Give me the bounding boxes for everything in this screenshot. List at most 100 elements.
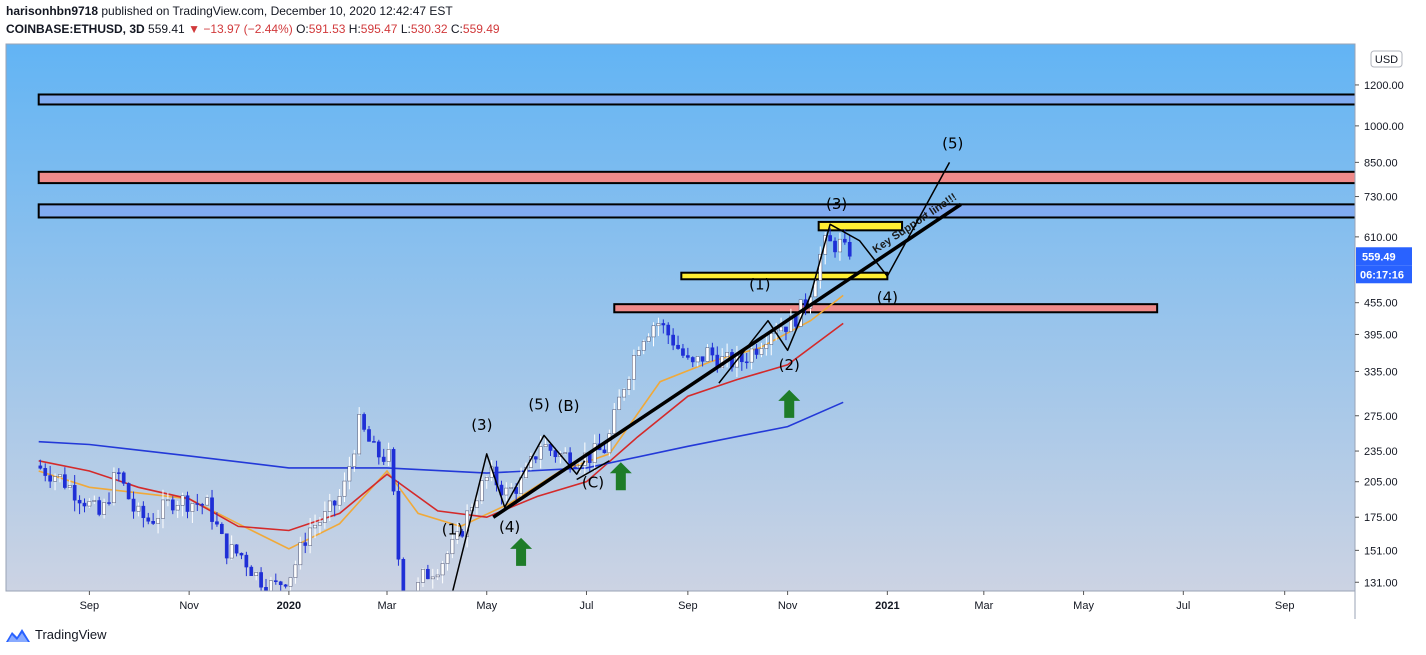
candle[interactable] — [175, 500, 180, 518]
candle[interactable] — [548, 442, 553, 457]
time-axis[interactable] — [6, 591, 1355, 619]
candle[interactable] — [180, 492, 185, 517]
candle[interactable] — [622, 388, 626, 401]
horizontal-zone-0[interactable] — [37, 93, 1357, 106]
candle[interactable] — [725, 343, 729, 368]
price-axis[interactable] — [1355, 44, 1425, 591]
wave-path-0[interactable] — [449, 434, 586, 605]
candle[interactable] — [690, 356, 695, 368]
candle[interactable] — [695, 355, 700, 367]
candle[interactable] — [617, 389, 622, 410]
horizontal-zone-3[interactable] — [613, 303, 1159, 314]
candle[interactable] — [298, 536, 303, 570]
candle[interactable] — [72, 475, 77, 512]
candle[interactable] — [107, 492, 111, 506]
candle[interactable] — [239, 552, 244, 560]
candle[interactable] — [116, 468, 121, 482]
tradingview-logo-icon[interactable] — [6, 628, 30, 642]
horizontal-zone-2[interactable] — [37, 203, 1357, 219]
candle[interactable] — [838, 232, 842, 261]
candle[interactable] — [264, 578, 268, 598]
candle[interactable] — [332, 500, 337, 517]
candle[interactable] — [293, 560, 298, 584]
candle[interactable] — [386, 442, 391, 467]
candle[interactable] — [273, 573, 278, 585]
candle[interactable] — [700, 356, 705, 367]
candle[interactable] — [455, 522, 460, 544]
candle[interactable] — [141, 501, 146, 528]
candle[interactable] — [131, 491, 136, 519]
candle[interactable] — [161, 489, 165, 529]
candle[interactable] — [784, 326, 788, 341]
candle[interactable] — [391, 447, 396, 496]
candle[interactable] — [219, 522, 224, 535]
candle[interactable] — [200, 502, 205, 515]
candle[interactable] — [249, 565, 254, 576]
candle[interactable] — [401, 557, 406, 622]
horizontal-zone-1[interactable] — [37, 170, 1357, 185]
wave-path-2[interactable] — [718, 162, 951, 384]
candle[interactable] — [170, 496, 175, 515]
candle[interactable] — [215, 512, 219, 527]
candle[interactable] — [636, 346, 641, 357]
candle[interactable] — [259, 567, 263, 592]
candle[interactable] — [102, 498, 106, 519]
candle[interactable] — [479, 472, 484, 504]
candle[interactable] — [612, 403, 617, 436]
candle[interactable] — [190, 502, 195, 523]
candle[interactable] — [244, 551, 249, 577]
candle[interactable] — [426, 564, 430, 580]
candle[interactable] — [759, 342, 764, 358]
candle[interactable] — [224, 533, 229, 565]
candle[interactable] — [671, 328, 675, 351]
candle[interactable] — [686, 347, 690, 360]
candle[interactable] — [323, 501, 327, 529]
candle[interactable] — [450, 528, 455, 559]
candle[interactable] — [357, 407, 362, 456]
footer-brand[interactable]: TradingView — [35, 627, 107, 642]
candle[interactable] — [337, 489, 342, 510]
candle[interactable] — [847, 234, 852, 260]
plot-background[interactable] — [5, 43, 1356, 592]
candle[interactable] — [283, 584, 288, 589]
candle[interactable] — [676, 335, 680, 350]
candle[interactable] — [509, 483, 514, 490]
candle[interactable] — [646, 333, 651, 343]
candle[interactable] — [254, 571, 259, 581]
candle[interactable] — [533, 456, 538, 464]
candle[interactable] — [710, 342, 715, 362]
moving-average-line-2[interactable] — [38, 401, 844, 474]
candle[interactable] — [156, 509, 160, 534]
candle[interactable] — [641, 339, 646, 355]
candle[interactable] — [563, 447, 568, 455]
candle[interactable] — [705, 344, 710, 362]
candle[interactable] — [126, 482, 131, 500]
candle[interactable] — [313, 514, 317, 539]
candle[interactable] — [151, 513, 156, 526]
candle[interactable] — [146, 512, 151, 525]
candle[interactable] — [764, 333, 769, 356]
candle[interactable] — [372, 435, 376, 443]
candle[interactable] — [166, 492, 170, 507]
candle[interactable] — [43, 463, 48, 482]
candle[interactable] — [430, 568, 435, 589]
candle[interactable] — [484, 475, 489, 489]
candle[interactable] — [607, 429, 612, 457]
candle[interactable] — [749, 345, 754, 370]
candle[interactable] — [666, 322, 671, 344]
candle[interactable] — [77, 495, 82, 515]
key-support-trendline[interactable] — [492, 202, 962, 519]
candle[interactable] — [205, 494, 209, 506]
price-chart[interactable]: Key Support line!!!(1)(3)(4)(5) (B)(C)(1)… — [0, 40, 1426, 622]
candle[interactable] — [278, 580, 283, 595]
candle[interactable] — [92, 495, 97, 504]
candle[interactable] — [681, 343, 685, 359]
candle[interactable] — [63, 467, 67, 490]
candle[interactable] — [67, 479, 72, 490]
candle[interactable] — [210, 489, 214, 530]
candle[interactable] — [347, 456, 352, 490]
candle[interactable] — [112, 467, 116, 506]
candle[interactable] — [627, 376, 631, 396]
candle[interactable] — [185, 491, 190, 519]
candle[interactable] — [367, 425, 371, 442]
